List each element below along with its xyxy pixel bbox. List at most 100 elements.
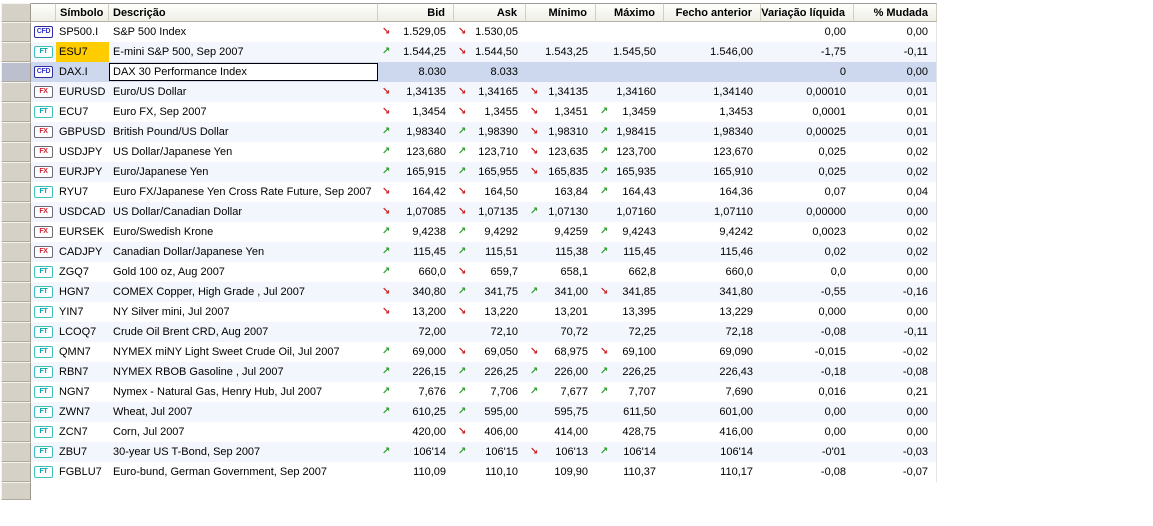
pct-change-cell[interactable]: 0,00 — [854, 62, 937, 82]
min-cell[interactable]: 9,4259 — [526, 222, 596, 242]
max-cell[interactable]: 110,37 — [596, 462, 664, 482]
pct-change-cell[interactable]: -0,11 — [854, 42, 937, 62]
row-header-cell[interactable] — [1, 262, 31, 282]
net-change-cell[interactable]: -0,08 — [761, 322, 854, 342]
ask-cell[interactable]: ↘ 1,07135 — [454, 202, 526, 222]
net-change-cell[interactable]: 0,00010 — [761, 82, 854, 102]
bid-cell[interactable]: ↘ 13,200 — [378, 302, 454, 322]
ask-cell[interactable]: ↘ 13,220 — [454, 302, 526, 322]
bid-cell[interactable]: ↗ 123,680 — [378, 142, 454, 162]
net-change-cell[interactable]: -0,18 — [761, 362, 854, 382]
header-description[interactable]: Descrição — [109, 3, 378, 22]
net-change-cell[interactable]: 0,00 — [761, 402, 854, 422]
net-change-cell[interactable]: 0,0023 — [761, 222, 854, 242]
symbol-cell[interactable]: ESU7 — [56, 42, 109, 62]
description-cell[interactable]: Wheat, Jul 2007 — [109, 402, 378, 422]
max-cell[interactable] — [596, 22, 664, 42]
table-row[interactable]: FX EURUSD Euro/US Dollar ↘ 1,34135 ↘ 1,3… — [1, 82, 937, 102]
ask-cell[interactable]: ↗ 123,710 — [454, 142, 526, 162]
max-cell[interactable]: ↗ 106'14 — [596, 442, 664, 462]
symbol-cell[interactable]: ZWN7 — [56, 402, 109, 422]
min-cell[interactable]: 595,75 — [526, 402, 596, 422]
min-cell[interactable]: 1.543,25 — [526, 42, 596, 62]
ask-cell[interactable]: 8.033 — [454, 62, 526, 82]
table-row[interactable]: CFD DAX.I DAX 30 Performance Index 8.030… — [1, 62, 937, 82]
ask-cell[interactable]: ↗ 7,706 — [454, 382, 526, 402]
min-cell[interactable]: 70,72 — [526, 322, 596, 342]
bid-cell[interactable]: 420,00 — [378, 422, 454, 442]
symbol-cell[interactable]: ZCN7 — [56, 422, 109, 442]
prev-close-cell[interactable]: 72,18 — [664, 322, 761, 342]
table-row[interactable]: FT RYU7 Euro FX/Japanese Yen Cross Rate … — [1, 182, 937, 202]
table-row[interactable]: FT ZBU7 30-year US T-Bond, Sep 2007 ↗ 10… — [1, 442, 937, 462]
description-cell[interactable]: US Dollar/Japanese Yen — [109, 142, 378, 162]
description-cell[interactable]: Euro/Japanese Yen — [109, 162, 378, 182]
pct-change-cell[interactable]: 0,00 — [854, 422, 937, 442]
max-cell[interactable]: ↗ 164,43 — [596, 182, 664, 202]
description-cell[interactable]: DAX 30 Performance Index — [109, 63, 378, 81]
symbol-cell[interactable]: ZBU7 — [56, 442, 109, 462]
ask-cell[interactable]: ↗ 226,25 — [454, 362, 526, 382]
max-cell[interactable]: ↘ 341,85 — [596, 282, 664, 302]
min-cell[interactable]: ↗ 226,00 — [526, 362, 596, 382]
table-row[interactable]: FT YIN7 NY Silver mini, Jul 2007 ↘ 13,20… — [1, 302, 937, 322]
row-header-cell[interactable] — [1, 102, 31, 122]
net-change-cell[interactable]: -0,08 — [761, 462, 854, 482]
prev-close-cell[interactable]: 1.546,00 — [664, 42, 761, 62]
pct-change-cell[interactable]: 0,21 — [854, 382, 937, 402]
prev-close-cell[interactable]: 115,46 — [664, 242, 761, 262]
max-cell[interactable]: 428,75 — [596, 422, 664, 442]
description-cell[interactable]: S&P 500 Index — [109, 22, 378, 42]
table-row[interactable]: FX EURJPY Euro/Japanese Yen ↗ 165,915 ↗ … — [1, 162, 937, 182]
ask-cell[interactable]: ↗ 106'15 — [454, 442, 526, 462]
bid-cell[interactable]: 8.030 — [378, 62, 454, 82]
row-header-cell[interactable] — [1, 382, 31, 402]
pct-change-cell[interactable]: 0,00 — [854, 402, 937, 422]
header-min[interactable]: Mínimo — [526, 3, 596, 22]
table-row[interactable]: FT ZCN7 Corn, Jul 2007 420,00 ↘ 406,00 4… — [1, 422, 937, 442]
prev-close-cell[interactable]: 69,090 — [664, 342, 761, 362]
prev-close-cell[interactable]: 9,4242 — [664, 222, 761, 242]
pct-change-cell[interactable]: 0,00 — [854, 262, 937, 282]
pct-change-cell[interactable]: 0,01 — [854, 122, 937, 142]
header-prev-close[interactable]: Fecho anterior — [664, 3, 761, 22]
ask-cell[interactable]: 110,10 — [454, 462, 526, 482]
prev-close-cell[interactable]: 1,34140 — [664, 82, 761, 102]
row-header-cell[interactable] — [1, 142, 31, 162]
prev-close-cell[interactable]: 110,17 — [664, 462, 761, 482]
symbol-cell[interactable]: RBN7 — [56, 362, 109, 382]
ask-cell[interactable]: ↘ 1,3455 — [454, 102, 526, 122]
symbol-cell[interactable]: SP500.I — [56, 22, 109, 42]
max-cell[interactable]: ↗ 165,935 — [596, 162, 664, 182]
ask-cell[interactable]: ↘ 406,00 — [454, 422, 526, 442]
prev-close-cell[interactable]: 1,07110 — [664, 202, 761, 222]
min-cell[interactable]: 658,1 — [526, 262, 596, 282]
row-header-cell[interactable] — [1, 62, 31, 82]
symbol-cell[interactable]: ECU7 — [56, 102, 109, 122]
ask-cell[interactable]: ↗ 115,51 — [454, 242, 526, 262]
net-change-cell[interactable]: 0,00000 — [761, 202, 854, 222]
prev-close-cell[interactable]: 123,670 — [664, 142, 761, 162]
prev-close-cell[interactable]: 7,690 — [664, 382, 761, 402]
max-cell[interactable]: 611,50 — [596, 402, 664, 422]
row-header-cell[interactable] — [1, 342, 31, 362]
bid-cell[interactable]: ↗ 115,45 — [378, 242, 454, 262]
bid-cell[interactable]: ↘ 340,80 — [378, 282, 454, 302]
ask-cell[interactable]: ↗ 165,955 — [454, 162, 526, 182]
description-cell[interactable]: NY Silver mini, Jul 2007 — [109, 302, 378, 322]
prev-close-cell[interactable] — [664, 22, 761, 42]
bid-cell[interactable]: ↗ 660,0 — [378, 262, 454, 282]
row-header-cell[interactable] — [1, 302, 31, 322]
description-cell[interactable]: Euro/Swedish Krone — [109, 222, 378, 242]
bid-cell[interactable]: ↗ 69,000 — [378, 342, 454, 362]
row-header-cell[interactable] — [1, 222, 31, 242]
description-cell[interactable]: Euro FX, Sep 2007 — [109, 102, 378, 122]
header-instrument-type[interactable] — [31, 3, 56, 22]
row-header-cell[interactable] — [1, 182, 31, 202]
max-cell[interactable]: ↗ 115,45 — [596, 242, 664, 262]
max-cell[interactable]: 13,395 — [596, 302, 664, 322]
description-cell[interactable]: British Pound/US Dollar — [109, 122, 378, 142]
row-header-cell[interactable] — [1, 442, 31, 462]
pct-change-cell[interactable]: 0,00 — [854, 202, 937, 222]
row-header-cell[interactable] — [1, 462, 31, 482]
